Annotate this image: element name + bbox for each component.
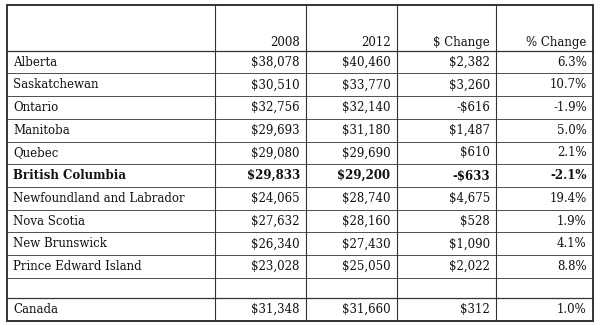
Text: British Columbia: British Columbia (13, 169, 126, 182)
Text: $24,065: $24,065 (251, 192, 300, 205)
Text: 8.8%: 8.8% (557, 260, 587, 273)
Text: Saskatchewan: Saskatchewan (13, 78, 98, 91)
Text: 2008: 2008 (270, 36, 300, 49)
Text: $33,770: $33,770 (342, 78, 391, 91)
Text: $32,756: $32,756 (251, 101, 300, 114)
Text: Ontario: Ontario (13, 101, 58, 114)
Text: $31,660: $31,660 (342, 303, 391, 316)
Text: 2012: 2012 (361, 36, 391, 49)
Text: Prince Edward Island: Prince Edward Island (13, 260, 142, 273)
Text: % Change: % Change (526, 36, 587, 49)
Text: $610: $610 (460, 147, 490, 160)
Text: $3,260: $3,260 (449, 78, 490, 91)
Text: 6.3%: 6.3% (557, 56, 587, 69)
Text: 4.1%: 4.1% (557, 237, 587, 250)
Text: 5.0%: 5.0% (557, 124, 587, 137)
Text: $1,090: $1,090 (449, 237, 490, 250)
Text: $31,180: $31,180 (342, 124, 391, 137)
Text: $312: $312 (460, 303, 490, 316)
Text: Newfoundland and Labrador: Newfoundland and Labrador (13, 192, 185, 205)
Text: $40,460: $40,460 (342, 56, 391, 69)
Text: -1.9%: -1.9% (553, 101, 587, 114)
Text: $528: $528 (460, 214, 490, 227)
Text: Nova Scotia: Nova Scotia (13, 214, 85, 227)
Text: $4,675: $4,675 (449, 192, 490, 205)
Text: New Brunswick: New Brunswick (13, 237, 107, 250)
Text: $29,833: $29,833 (247, 169, 300, 182)
Text: $27,430: $27,430 (342, 237, 391, 250)
Text: $26,340: $26,340 (251, 237, 300, 250)
Text: 1.9%: 1.9% (557, 214, 587, 227)
Text: $2,382: $2,382 (449, 56, 490, 69)
Text: 19.4%: 19.4% (550, 192, 587, 205)
Text: $28,740: $28,740 (342, 192, 391, 205)
Text: $29,200: $29,200 (337, 169, 391, 182)
Text: $29,690: $29,690 (342, 147, 391, 160)
Text: $25,050: $25,050 (342, 260, 391, 273)
Text: $ Change: $ Change (433, 36, 490, 49)
Text: $2,022: $2,022 (449, 260, 490, 273)
Text: Alberta: Alberta (13, 56, 58, 69)
Text: $31,348: $31,348 (251, 303, 300, 316)
Text: Manitoba: Manitoba (13, 124, 70, 137)
Text: 10.7%: 10.7% (550, 78, 587, 91)
Text: Canada: Canada (13, 303, 58, 316)
Text: $1,487: $1,487 (449, 124, 490, 137)
Text: $32,140: $32,140 (342, 101, 391, 114)
Text: $28,160: $28,160 (342, 214, 391, 227)
Text: 2.1%: 2.1% (557, 147, 587, 160)
Text: $23,028: $23,028 (251, 260, 300, 273)
Text: $29,080: $29,080 (251, 147, 300, 160)
Text: Quebec: Quebec (13, 147, 59, 160)
Text: -$633: -$633 (452, 169, 490, 182)
Text: $30,510: $30,510 (251, 78, 300, 91)
Text: -$616: -$616 (457, 101, 490, 114)
Text: $38,078: $38,078 (251, 56, 300, 69)
Text: $29,693: $29,693 (251, 124, 300, 137)
Text: 1.0%: 1.0% (557, 303, 587, 316)
Text: -2.1%: -2.1% (550, 169, 587, 182)
Text: $27,632: $27,632 (251, 214, 300, 227)
